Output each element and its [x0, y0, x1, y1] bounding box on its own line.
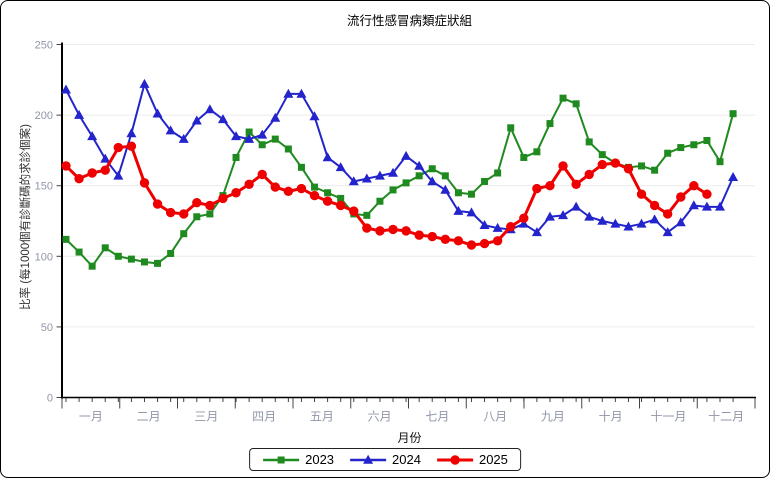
svg-text:150: 150: [35, 181, 53, 193]
svg-text:五月: 五月: [310, 410, 334, 424]
legend-label: 2024: [392, 452, 421, 467]
svg-text:七月: 七月: [425, 410, 449, 424]
svg-text:100: 100: [35, 251, 53, 263]
svg-text:二月: 二月: [137, 410, 161, 424]
svg-text:200: 200: [35, 110, 53, 122]
x-axis-title: 月份: [397, 431, 422, 445]
legend-entry-2024: 2024: [349, 452, 421, 467]
x-axis-ticks: [61, 397, 756, 409]
svg-text:十一月: 十一月: [650, 410, 686, 424]
legend-entry-2025: 2025: [436, 452, 508, 467]
legend-entry-2023: 2023: [262, 452, 334, 467]
chart-title: 流行性感冒病類症狀組: [346, 14, 472, 28]
series-2024: [61, 78, 739, 237]
legend-swatch-2023-icon: [263, 456, 300, 463]
legend-swatch-2024-icon: [350, 454, 387, 464]
svg-text:一月: 一月: [79, 410, 103, 424]
y-axis-title: 比率 (每1000個有診斷碼的求診個案): [20, 124, 32, 310]
y-axis-ticks: 0 50 100 150 200 250: [35, 40, 62, 405]
svg-text:250: 250: [35, 40, 53, 52]
svg-text:六月: 六月: [368, 410, 392, 424]
svg-text:十二月: 十二月: [708, 410, 744, 424]
svg-text:0: 0: [47, 393, 53, 405]
month-labels: 一月 二月 三月 四月 五月 六月 七月 八月 九月 十月 十一月 十二月: [79, 410, 744, 424]
svg-text:三月: 三月: [194, 410, 218, 424]
legend-label: 2025: [478, 452, 508, 467]
legend: 2023 2024 2025: [249, 448, 521, 471]
svg-text:50: 50: [41, 322, 53, 334]
legend-label: 2023: [305, 452, 335, 467]
svg-text:四月: 四月: [252, 410, 276, 424]
series-2025: [61, 141, 712, 250]
svg-text:九月: 九月: [541, 410, 565, 424]
svg-text:十月: 十月: [599, 410, 623, 424]
axes: [61, 42, 756, 399]
legend-swatch-2025-icon: [436, 454, 473, 465]
svg-text:八月: 八月: [483, 410, 507, 424]
